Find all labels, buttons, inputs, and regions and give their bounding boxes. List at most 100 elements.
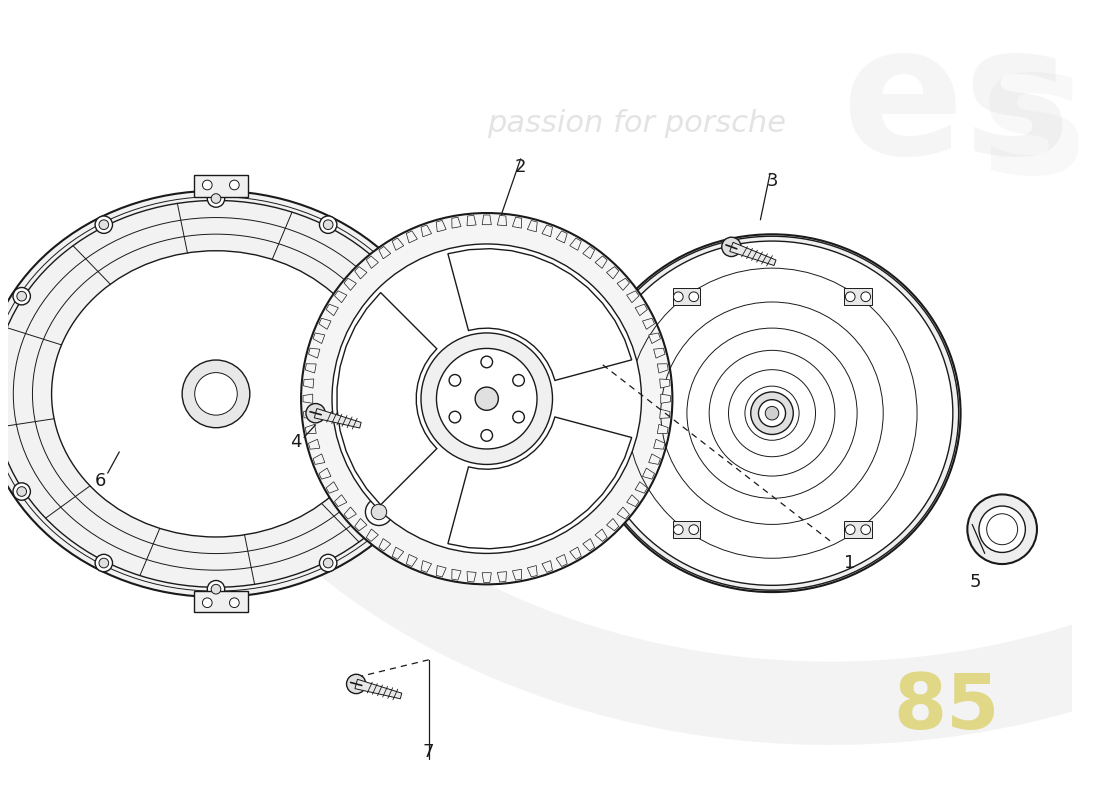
Polygon shape: [437, 566, 447, 577]
Circle shape: [306, 403, 326, 423]
Polygon shape: [468, 215, 476, 226]
Polygon shape: [366, 529, 378, 542]
Polygon shape: [334, 494, 346, 506]
Polygon shape: [355, 679, 402, 698]
Polygon shape: [366, 256, 378, 268]
Ellipse shape: [583, 234, 960, 592]
Text: 85: 85: [893, 671, 999, 745]
Circle shape: [0, 377, 7, 411]
Text: passion for porsche: passion for porsche: [487, 109, 786, 138]
Circle shape: [202, 180, 212, 190]
Circle shape: [481, 356, 493, 368]
Circle shape: [99, 558, 109, 568]
Polygon shape: [406, 231, 417, 243]
Circle shape: [230, 598, 239, 607]
Polygon shape: [729, 242, 776, 266]
Circle shape: [402, 287, 419, 305]
Polygon shape: [497, 215, 506, 226]
Text: 2: 2: [515, 158, 526, 176]
Polygon shape: [606, 518, 619, 530]
Circle shape: [406, 291, 415, 301]
Circle shape: [16, 486, 26, 496]
Polygon shape: [344, 278, 356, 290]
Circle shape: [202, 598, 212, 607]
Circle shape: [513, 374, 525, 386]
Circle shape: [846, 525, 855, 534]
Polygon shape: [595, 256, 607, 268]
Polygon shape: [660, 379, 670, 388]
Polygon shape: [583, 538, 595, 551]
Circle shape: [475, 387, 498, 410]
Polygon shape: [194, 591, 248, 613]
Circle shape: [402, 483, 419, 500]
Circle shape: [332, 244, 641, 554]
Polygon shape: [527, 221, 537, 232]
Polygon shape: [557, 231, 568, 243]
Circle shape: [95, 216, 112, 234]
Polygon shape: [660, 410, 670, 418]
Circle shape: [13, 287, 31, 305]
Polygon shape: [304, 379, 313, 388]
Circle shape: [689, 292, 698, 302]
Circle shape: [95, 554, 112, 572]
Polygon shape: [421, 225, 431, 237]
Circle shape: [211, 194, 221, 203]
Circle shape: [406, 486, 415, 496]
Polygon shape: [378, 246, 390, 258]
Polygon shape: [334, 290, 346, 302]
Polygon shape: [468, 572, 476, 582]
Polygon shape: [319, 468, 331, 479]
Polygon shape: [314, 454, 324, 465]
Text: 5: 5: [969, 574, 981, 591]
Polygon shape: [635, 482, 648, 494]
Polygon shape: [314, 333, 324, 343]
Polygon shape: [557, 554, 568, 566]
Circle shape: [673, 292, 683, 302]
Polygon shape: [542, 561, 552, 572]
Polygon shape: [306, 424, 316, 434]
Polygon shape: [482, 215, 492, 225]
Circle shape: [301, 213, 672, 584]
Polygon shape: [649, 454, 660, 465]
Polygon shape: [319, 318, 331, 330]
Polygon shape: [658, 424, 668, 434]
Circle shape: [211, 584, 221, 594]
Circle shape: [431, 385, 449, 402]
Polygon shape: [354, 266, 367, 279]
Circle shape: [722, 238, 741, 257]
Polygon shape: [513, 218, 521, 228]
Polygon shape: [354, 518, 367, 530]
Circle shape: [846, 292, 855, 302]
Ellipse shape: [0, 190, 450, 597]
Polygon shape: [452, 218, 461, 228]
Polygon shape: [406, 554, 417, 566]
Polygon shape: [378, 538, 390, 551]
Text: 4: 4: [290, 434, 303, 451]
Circle shape: [323, 558, 333, 568]
Polygon shape: [570, 547, 581, 559]
Circle shape: [967, 494, 1037, 564]
Polygon shape: [344, 507, 356, 519]
Ellipse shape: [52, 250, 381, 537]
Polygon shape: [437, 221, 447, 232]
Text: 6: 6: [95, 472, 106, 490]
Circle shape: [207, 581, 224, 598]
Circle shape: [195, 373, 238, 415]
Polygon shape: [617, 507, 629, 519]
Polygon shape: [393, 547, 404, 559]
Polygon shape: [595, 529, 607, 542]
Polygon shape: [658, 364, 668, 373]
Polygon shape: [635, 304, 648, 316]
Polygon shape: [627, 290, 639, 302]
Polygon shape: [661, 394, 671, 403]
Polygon shape: [627, 494, 639, 506]
Polygon shape: [308, 439, 320, 450]
Polygon shape: [497, 572, 506, 582]
Polygon shape: [672, 288, 700, 306]
Circle shape: [979, 506, 1025, 553]
Circle shape: [99, 220, 109, 230]
Polygon shape: [194, 175, 248, 197]
Polygon shape: [482, 573, 492, 582]
Circle shape: [16, 291, 26, 301]
Circle shape: [371, 504, 387, 520]
